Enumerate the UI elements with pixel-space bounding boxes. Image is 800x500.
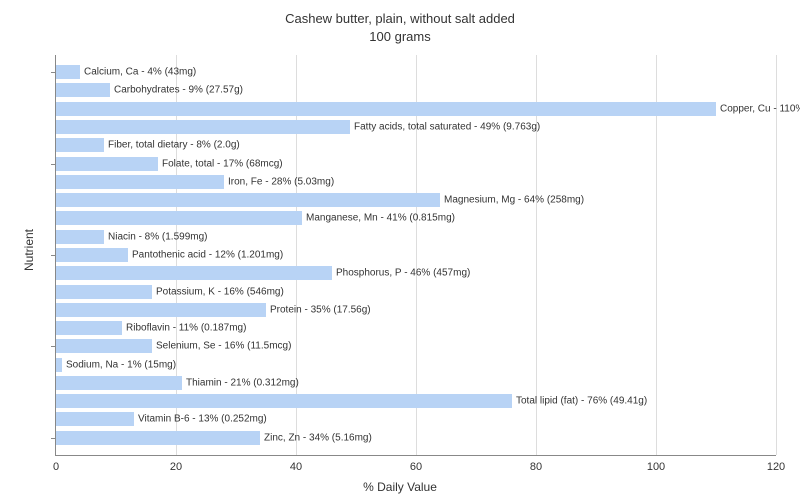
bar-label: Selenium, Se - 16% (11.5mcg) [156, 341, 291, 352]
bar-label: Zinc, Zn - 34% (5.16mg) [264, 432, 372, 443]
bar-label: Fiber, total dietary - 8% (2.0g) [108, 140, 240, 151]
bar-row: Fiber, total dietary - 8% (2.0g) [56, 137, 776, 153]
bar [56, 339, 152, 353]
bar-row: Phosphorus, P - 46% (457mg) [56, 265, 776, 281]
x-tick-label: 100 [647, 461, 665, 473]
bar-row: Iron, Fe - 28% (5.03mg) [56, 174, 776, 190]
bar [56, 120, 350, 134]
bar [56, 230, 104, 244]
x-tick-label: 20 [170, 461, 182, 473]
x-tick-label: 80 [530, 461, 542, 473]
chart-title-line1: Cashew butter, plain, without salt added [0, 10, 800, 28]
bar-label: Manganese, Mn - 41% (0.815mg) [306, 213, 455, 224]
bar-label: Vitamin B-6 - 13% (0.252mg) [138, 414, 267, 425]
bar-row: Protein - 35% (17.56g) [56, 302, 776, 318]
bar [56, 102, 716, 116]
x-tick-label: 120 [767, 461, 785, 473]
bar-label: Potassium, K - 16% (546mg) [156, 286, 284, 297]
bar-label: Pantothenic acid - 12% (1.201mg) [132, 249, 283, 260]
x-axis-label: % Daily Value [363, 480, 437, 494]
bar-row: Total lipid (fat) - 76% (49.41g) [56, 393, 776, 409]
bar-row: Carbohydrates - 9% (27.57g) [56, 82, 776, 98]
bar-row: Potassium, K - 16% (546mg) [56, 284, 776, 300]
bar-label: Phosphorus, P - 46% (457mg) [336, 268, 470, 279]
bar-label: Total lipid (fat) - 76% (49.41g) [516, 396, 647, 407]
bar-label: Copper, Cu - 110% (2.190mg) [720, 103, 800, 114]
bar [56, 175, 224, 189]
bar-label: Magnesium, Mg - 64% (258mg) [444, 195, 584, 206]
bar [56, 211, 302, 225]
bar-row: Folate, total - 17% (68mcg) [56, 156, 776, 172]
bar-row: Selenium, Se - 16% (11.5mcg) [56, 338, 776, 354]
bar-label: Folate, total - 17% (68mcg) [162, 158, 283, 169]
bar-label: Carbohydrates - 9% (27.57g) [114, 85, 243, 96]
bar-row: Magnesium, Mg - 64% (258mg) [56, 192, 776, 208]
bar [56, 431, 260, 445]
bar [56, 303, 266, 317]
bar-label: Iron, Fe - 28% (5.03mg) [228, 176, 334, 187]
bar-label: Protein - 35% (17.56g) [270, 304, 371, 315]
plot-area: 020406080100120 Calcium, Ca - 4% (43mg)C… [55, 55, 776, 456]
gridline [776, 55, 777, 455]
bar-label: Sodium, Na - 1% (15mg) [66, 359, 176, 370]
y-tick [51, 438, 56, 439]
bar-label: Calcium, Ca - 4% (43mg) [84, 67, 196, 78]
chart-title-line2: 100 grams [0, 28, 800, 46]
bar-row: Zinc, Zn - 34% (5.16mg) [56, 430, 776, 446]
bar-label: Thiamin - 21% (0.312mg) [186, 377, 299, 388]
nutrient-chart: Cashew butter, plain, without salt added… [0, 0, 800, 500]
bar [56, 285, 152, 299]
bar-row: Pantothenic acid - 12% (1.201mg) [56, 247, 776, 263]
x-tick-label: 60 [410, 461, 422, 473]
chart-title: Cashew butter, plain, without salt added… [0, 0, 800, 46]
bar-row: Thiamin - 21% (0.312mg) [56, 375, 776, 391]
bar-label: Fatty acids, total saturated - 49% (9.76… [354, 121, 540, 132]
bar [56, 358, 62, 372]
bar-row: Manganese, Mn - 41% (0.815mg) [56, 210, 776, 226]
bar [56, 412, 134, 426]
bar [56, 248, 128, 262]
bar [56, 83, 110, 97]
bar-row: Vitamin B-6 - 13% (0.252mg) [56, 411, 776, 427]
bar [56, 65, 80, 79]
bar-row: Copper, Cu - 110% (2.190mg) [56, 101, 776, 117]
bar-row: Sodium, Na - 1% (15mg) [56, 357, 776, 373]
bar-row: Fatty acids, total saturated - 49% (9.76… [56, 119, 776, 135]
bar [56, 138, 104, 152]
bar-row: Calcium, Ca - 4% (43mg) [56, 64, 776, 80]
bar [56, 394, 512, 408]
y-tick [51, 346, 56, 347]
y-tick [51, 164, 56, 165]
bar [56, 193, 440, 207]
x-tick-label: 40 [290, 461, 302, 473]
bar [56, 266, 332, 280]
x-tick-label: 0 [53, 461, 59, 473]
y-tick [51, 72, 56, 73]
bar [56, 376, 182, 390]
y-axis-label: Nutrient [22, 229, 36, 271]
y-tick [51, 255, 56, 256]
bar-label: Riboflavin - 11% (0.187mg) [126, 323, 246, 334]
bar [56, 157, 158, 171]
bar [56, 321, 122, 335]
bar-label: Niacin - 8% (1.599mg) [108, 231, 207, 242]
bar-row: Niacin - 8% (1.599mg) [56, 229, 776, 245]
bars-container: Calcium, Ca - 4% (43mg) Carbohydrates - 9… [56, 63, 776, 447]
bar-row: Riboflavin - 11% (0.187mg) [56, 320, 776, 336]
